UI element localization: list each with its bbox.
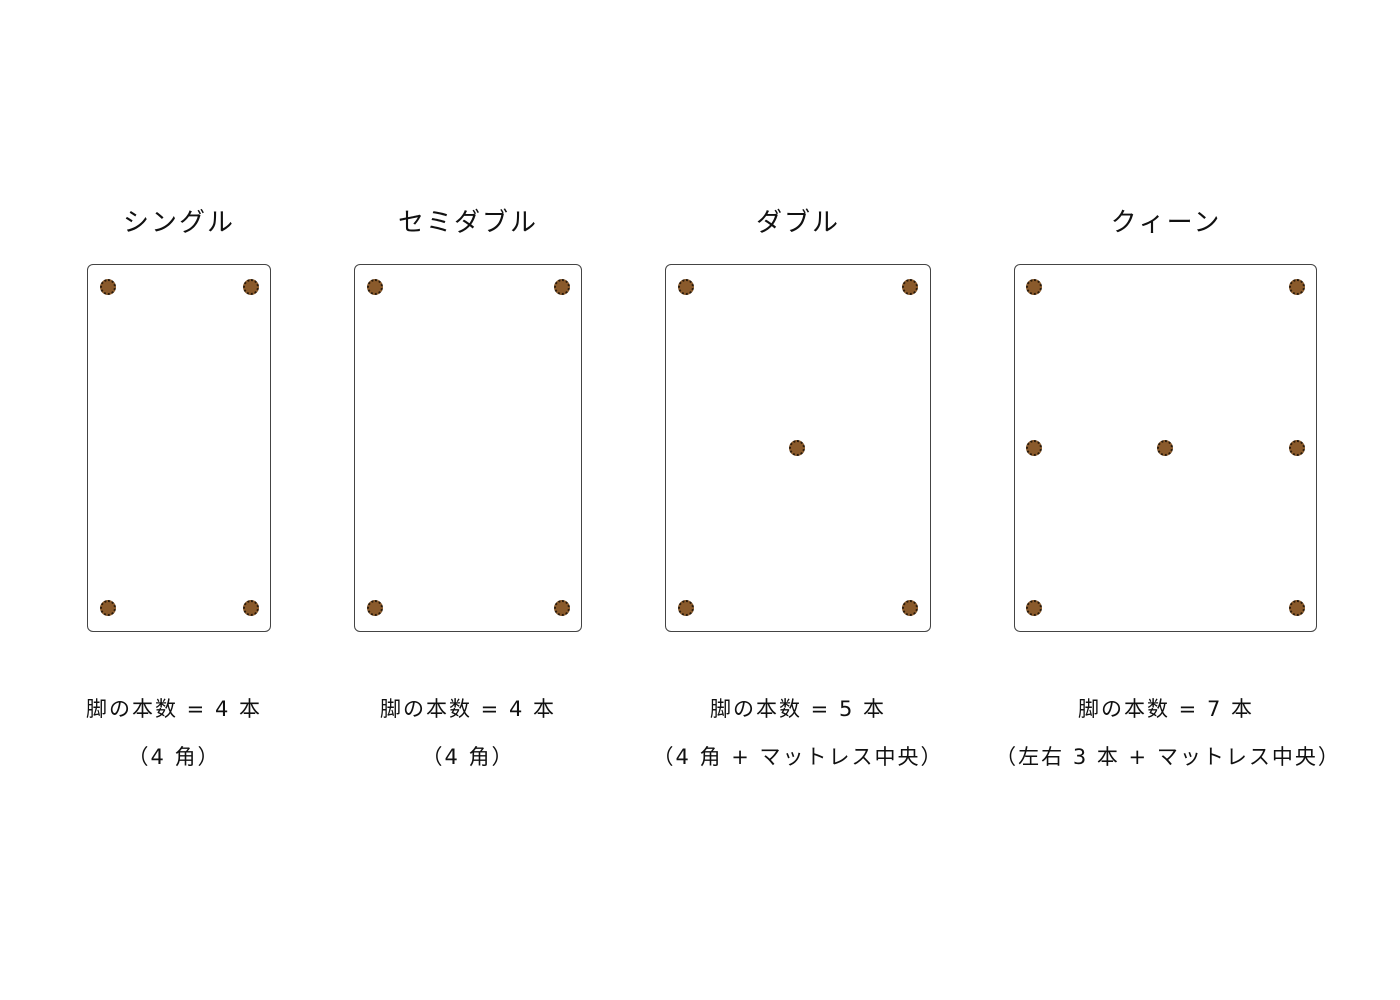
leg-marker — [1157, 440, 1173, 456]
leg-marker — [1289, 600, 1305, 616]
bed-title: ダブル — [755, 208, 841, 238]
leg-marker — [1026, 279, 1042, 295]
bed-frame — [354, 264, 582, 632]
leg-marker — [554, 600, 570, 616]
leg-marker — [367, 279, 383, 295]
bed-title: セミダブル — [397, 208, 539, 238]
leg-marker — [100, 279, 116, 295]
leg-marker — [902, 600, 918, 616]
leg-count-label: 脚の本数 = 5 本 — [710, 697, 886, 721]
leg-marker — [902, 279, 918, 295]
bed-title: クィーン — [1110, 208, 1222, 238]
bed-title: シングル — [122, 208, 236, 238]
leg-position-note: （4 角） — [421, 745, 515, 769]
leg-position-note: （左右 3 本 + マットレス中央） — [995, 745, 1341, 769]
leg-marker — [554, 279, 570, 295]
leg-marker — [367, 600, 383, 616]
leg-position-note: （4 角 + マットレス中央） — [652, 745, 944, 769]
leg-marker — [1289, 440, 1305, 456]
leg-position-note: （4 角） — [127, 745, 221, 769]
leg-marker — [678, 279, 694, 295]
leg-count-label: 脚の本数 = 7 本 — [1078, 697, 1254, 721]
bed-frame — [665, 264, 931, 632]
leg-marker — [1026, 440, 1042, 456]
leg-marker — [1026, 600, 1042, 616]
leg-marker — [243, 279, 259, 295]
leg-count-label: 脚の本数 = 4 本 — [86, 697, 262, 721]
leg-marker — [789, 440, 805, 456]
leg-count-label: 脚の本数 = 4 本 — [380, 697, 556, 721]
leg-marker — [1289, 279, 1305, 295]
leg-marker — [100, 600, 116, 616]
leg-marker — [678, 600, 694, 616]
bed-frame — [87, 264, 271, 632]
bed-frame — [1014, 264, 1317, 632]
leg-marker — [243, 600, 259, 616]
